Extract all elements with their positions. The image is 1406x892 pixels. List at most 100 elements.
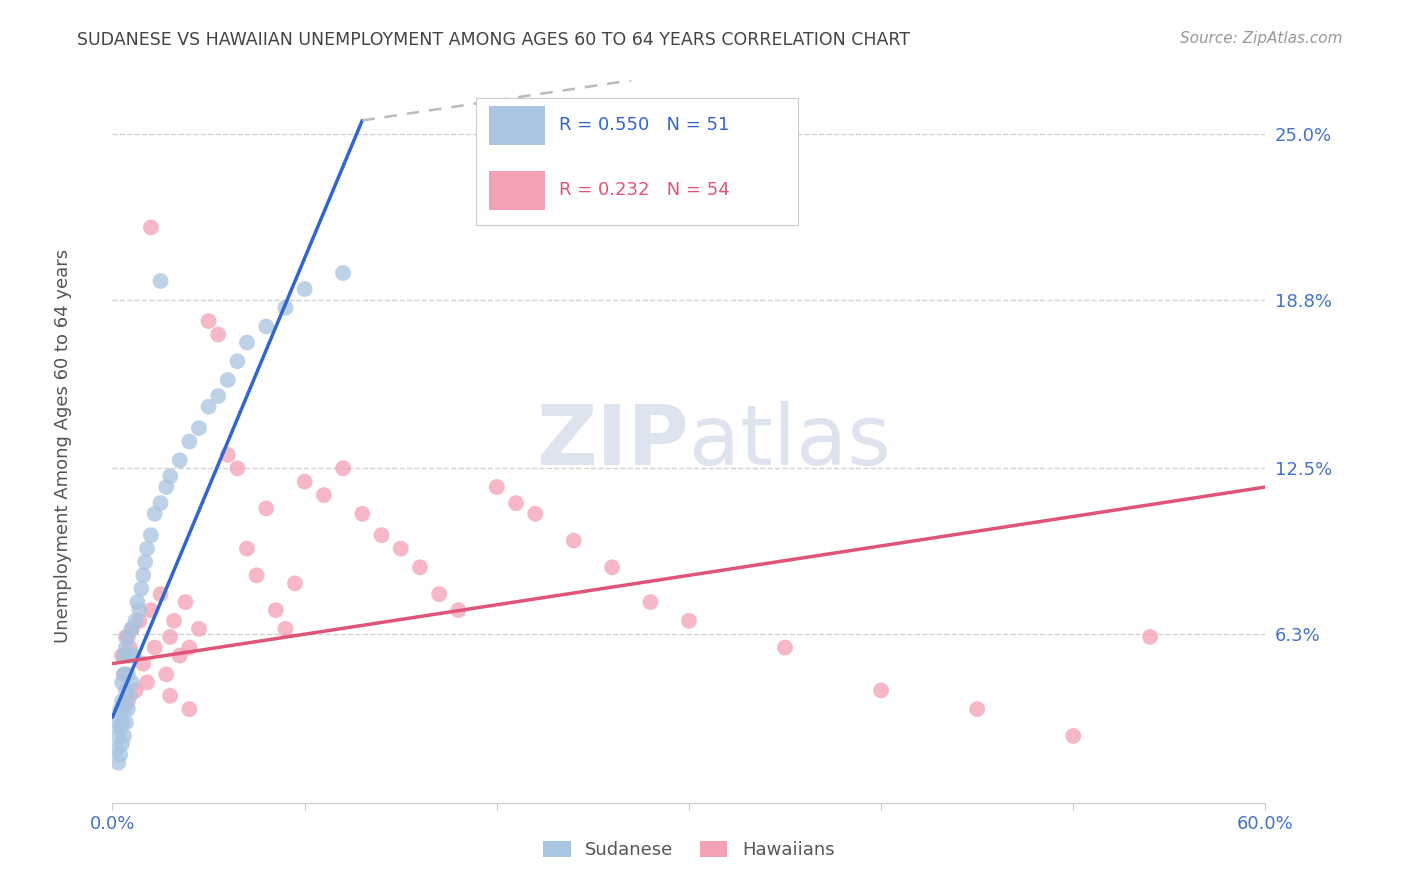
Point xyxy=(112,648,135,663)
Point xyxy=(640,595,662,609)
Point xyxy=(427,587,450,601)
Point xyxy=(505,496,527,510)
Point xyxy=(115,630,138,644)
Point xyxy=(600,560,623,574)
Point xyxy=(124,614,146,628)
Point xyxy=(159,469,181,483)
Point xyxy=(155,480,177,494)
Point xyxy=(197,314,219,328)
Point xyxy=(179,434,201,449)
Legend: Sudanese, Hawaiians: Sudanese, Hawaiians xyxy=(536,833,842,866)
Point xyxy=(236,335,259,350)
Point xyxy=(112,667,135,681)
Point xyxy=(107,715,129,730)
Point xyxy=(966,702,988,716)
Point xyxy=(111,648,134,663)
Point xyxy=(108,702,131,716)
Text: ZIP: ZIP xyxy=(537,401,689,482)
Point xyxy=(139,603,162,617)
Point xyxy=(524,507,547,521)
Point xyxy=(207,327,229,342)
Point xyxy=(179,640,201,655)
Point xyxy=(107,756,129,770)
Point xyxy=(118,640,141,655)
FancyBboxPatch shape xyxy=(489,105,546,145)
Point xyxy=(312,488,335,502)
Point xyxy=(149,587,172,601)
Point xyxy=(447,603,470,617)
Point xyxy=(108,721,131,735)
Point xyxy=(117,667,139,681)
Point xyxy=(163,614,186,628)
Point xyxy=(1062,729,1084,743)
Point xyxy=(105,742,128,756)
Point xyxy=(332,266,354,280)
Point xyxy=(197,400,219,414)
Point xyxy=(246,568,269,582)
Point xyxy=(217,373,239,387)
Point xyxy=(115,683,138,698)
Point xyxy=(169,648,191,663)
Point xyxy=(274,622,297,636)
Text: SUDANESE VS HAWAIIAN UNEMPLOYMENT AMONG AGES 60 TO 64 YEARS CORRELATION CHART: SUDANESE VS HAWAIIAN UNEMPLOYMENT AMONG … xyxy=(77,31,910,49)
Point xyxy=(111,694,134,708)
Point xyxy=(108,747,131,762)
Point xyxy=(136,675,159,690)
Point xyxy=(111,737,134,751)
Point xyxy=(121,622,143,636)
Point xyxy=(159,689,181,703)
Point xyxy=(134,555,156,569)
Point xyxy=(773,640,796,655)
Point xyxy=(179,702,201,716)
Point xyxy=(389,541,412,556)
Point xyxy=(284,576,307,591)
Point xyxy=(254,501,277,516)
Point xyxy=(139,528,162,542)
Point xyxy=(562,533,585,548)
Point xyxy=(236,541,259,556)
Point xyxy=(139,220,162,235)
Point xyxy=(122,648,145,663)
Point xyxy=(129,582,153,596)
Point xyxy=(1139,630,1161,644)
Point xyxy=(226,461,249,475)
Point xyxy=(149,274,172,288)
Point xyxy=(485,480,508,494)
Point xyxy=(121,675,143,690)
Point xyxy=(370,528,392,542)
Point xyxy=(117,694,139,708)
Point xyxy=(132,657,155,671)
Point xyxy=(294,475,316,489)
Point xyxy=(118,648,141,663)
Point xyxy=(332,461,354,475)
Point xyxy=(128,614,150,628)
Point xyxy=(159,630,181,644)
Point xyxy=(115,640,138,655)
Point xyxy=(174,595,197,609)
Point xyxy=(143,640,166,655)
Point xyxy=(121,622,143,636)
Point xyxy=(294,282,316,296)
Point xyxy=(188,622,211,636)
Point xyxy=(274,301,297,315)
Point xyxy=(112,702,135,716)
Text: Unemployment Among Ages 60 to 64 years: Unemployment Among Ages 60 to 64 years xyxy=(55,249,72,643)
Text: atlas: atlas xyxy=(689,401,890,482)
Point xyxy=(155,667,177,681)
FancyBboxPatch shape xyxy=(489,170,546,211)
Point xyxy=(254,319,277,334)
Point xyxy=(111,715,134,730)
Point xyxy=(207,389,229,403)
Point xyxy=(117,702,139,716)
Point xyxy=(112,667,135,681)
Point xyxy=(149,496,172,510)
Point xyxy=(111,675,134,690)
Point xyxy=(217,448,239,462)
Point xyxy=(112,729,135,743)
Point xyxy=(136,541,159,556)
Point xyxy=(226,354,249,368)
Point xyxy=(107,729,129,743)
Point xyxy=(127,595,149,609)
Point xyxy=(409,560,432,574)
Point xyxy=(143,507,166,521)
